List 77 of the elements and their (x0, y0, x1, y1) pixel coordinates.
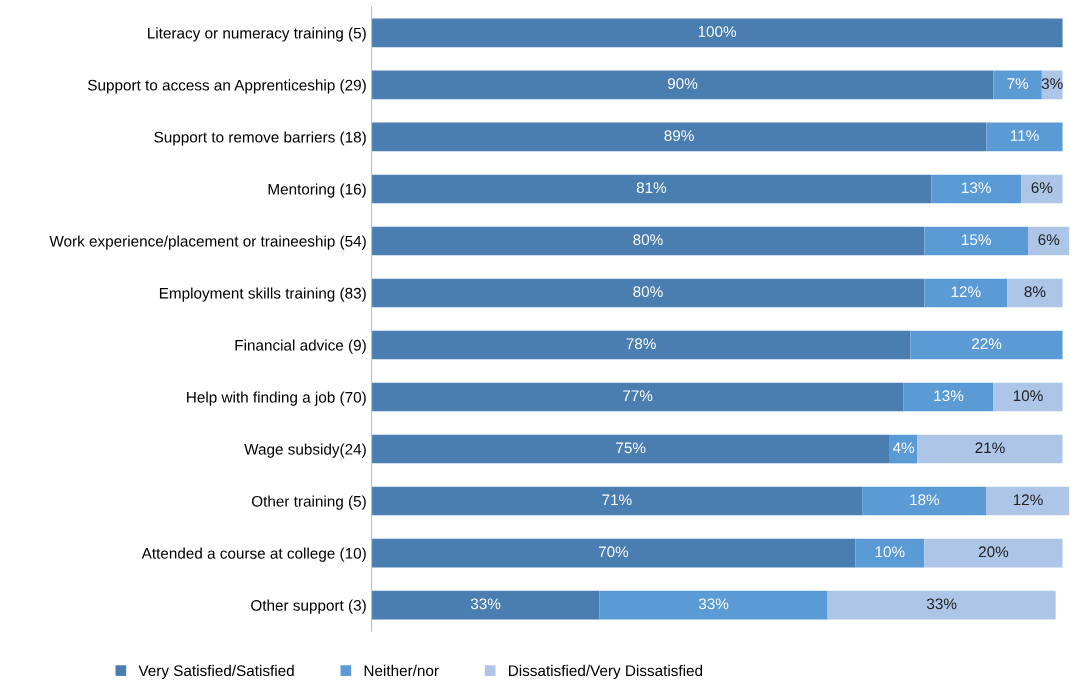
data-label: 13% (934, 390, 964, 402)
data-label: 10% (1013, 390, 1043, 402)
data-label: 70% (598, 546, 629, 558)
data-label: 6% (1038, 234, 1060, 246)
data-label: 15% (962, 234, 991, 246)
bar (910, 330, 1063, 360)
data-label: 10% (875, 546, 905, 558)
data-label: 80% (633, 286, 663, 298)
bar (1028, 226, 1070, 256)
bar (827, 590, 1056, 620)
y-tick-label: Literacy or numeracy training (5) (148, 27, 366, 42)
bar (993, 70, 1042, 100)
bar (924, 278, 1008, 308)
bar (924, 226, 1028, 256)
data-label: 6% (1031, 182, 1053, 194)
data-label: 80% (633, 234, 663, 246)
data-label: 89% (664, 130, 694, 142)
data-label: 75% (616, 442, 646, 454)
legend-label: Very Satisfied/Satisfied (138, 664, 294, 680)
bar (855, 538, 925, 568)
bar (371, 330, 911, 360)
bar (371, 434, 890, 464)
bar (986, 486, 1070, 516)
legend-label: Dissatisfied/Very Dissatisfied (508, 664, 703, 680)
data-label: 81% (636, 182, 667, 194)
data-label: 22% (972, 338, 1002, 350)
bar (371, 226, 925, 256)
data-label: 12% (951, 286, 981, 298)
bar (903, 382, 994, 412)
y-tick-label: Employment skills training (83) (159, 287, 366, 302)
bar (371, 590, 600, 620)
bar (599, 590, 828, 620)
bar (371, 486, 863, 516)
data-label: 100% (698, 26, 737, 37)
data-label: 13% (962, 182, 991, 194)
y-tick-label: Support to remove barriers (18) (154, 131, 366, 146)
data-label: 33% (698, 598, 729, 610)
bar (862, 486, 987, 516)
y-tick-label: Work experience/placement or traineeship (54) (49, 235, 366, 250)
data-label: 21% (975, 442, 1005, 454)
data-label: 18% (910, 494, 940, 506)
y-tick-label: Other support (3) (251, 599, 366, 614)
y-tick-label: Attended a course at college (10) (141, 547, 366, 562)
bar (371, 174, 932, 204)
y-tick-label: Other training (5) (251, 495, 366, 510)
bar (371, 70, 994, 100)
data-label: 4% (892, 442, 915, 454)
y-tick-label: Mentoring (16) (268, 183, 366, 198)
data-label: 20% (978, 546, 1009, 558)
data-label: 8% (1024, 286, 1046, 298)
y-tick-label: Help with finding a job (70) (187, 391, 366, 406)
data-label: 11% (1010, 130, 1039, 141)
data-label: 77% (623, 390, 653, 402)
y-tick-label: Support to access an Apprenticeship (29) (88, 79, 366, 94)
data-label: 78% (626, 338, 656, 350)
y-tick-label: Wage subsidy(24) (244, 443, 366, 458)
bar (917, 434, 1063, 464)
bar (371, 538, 856, 568)
y-tick-label: Financial advice (9) (235, 339, 366, 354)
bar (371, 382, 904, 412)
bar (371, 122, 987, 152)
data-label: 7% (1007, 78, 1029, 89)
bar (371, 278, 925, 308)
bar (986, 122, 1063, 152)
data-label: 71% (602, 494, 632, 506)
data-label: 3% (1041, 78, 1063, 89)
bar (924, 538, 1063, 568)
data-label: 12% (1013, 494, 1043, 506)
bar (371, 18, 1063, 48)
legend-label: Neither/nor (364, 664, 439, 677)
data-label: 90% (667, 78, 698, 89)
data-label: 33% (926, 598, 957, 610)
data-label: 33% (470, 598, 501, 610)
bar (1021, 174, 1063, 204)
bar (1007, 278, 1063, 308)
bar (931, 174, 1022, 204)
bar (993, 382, 1063, 412)
